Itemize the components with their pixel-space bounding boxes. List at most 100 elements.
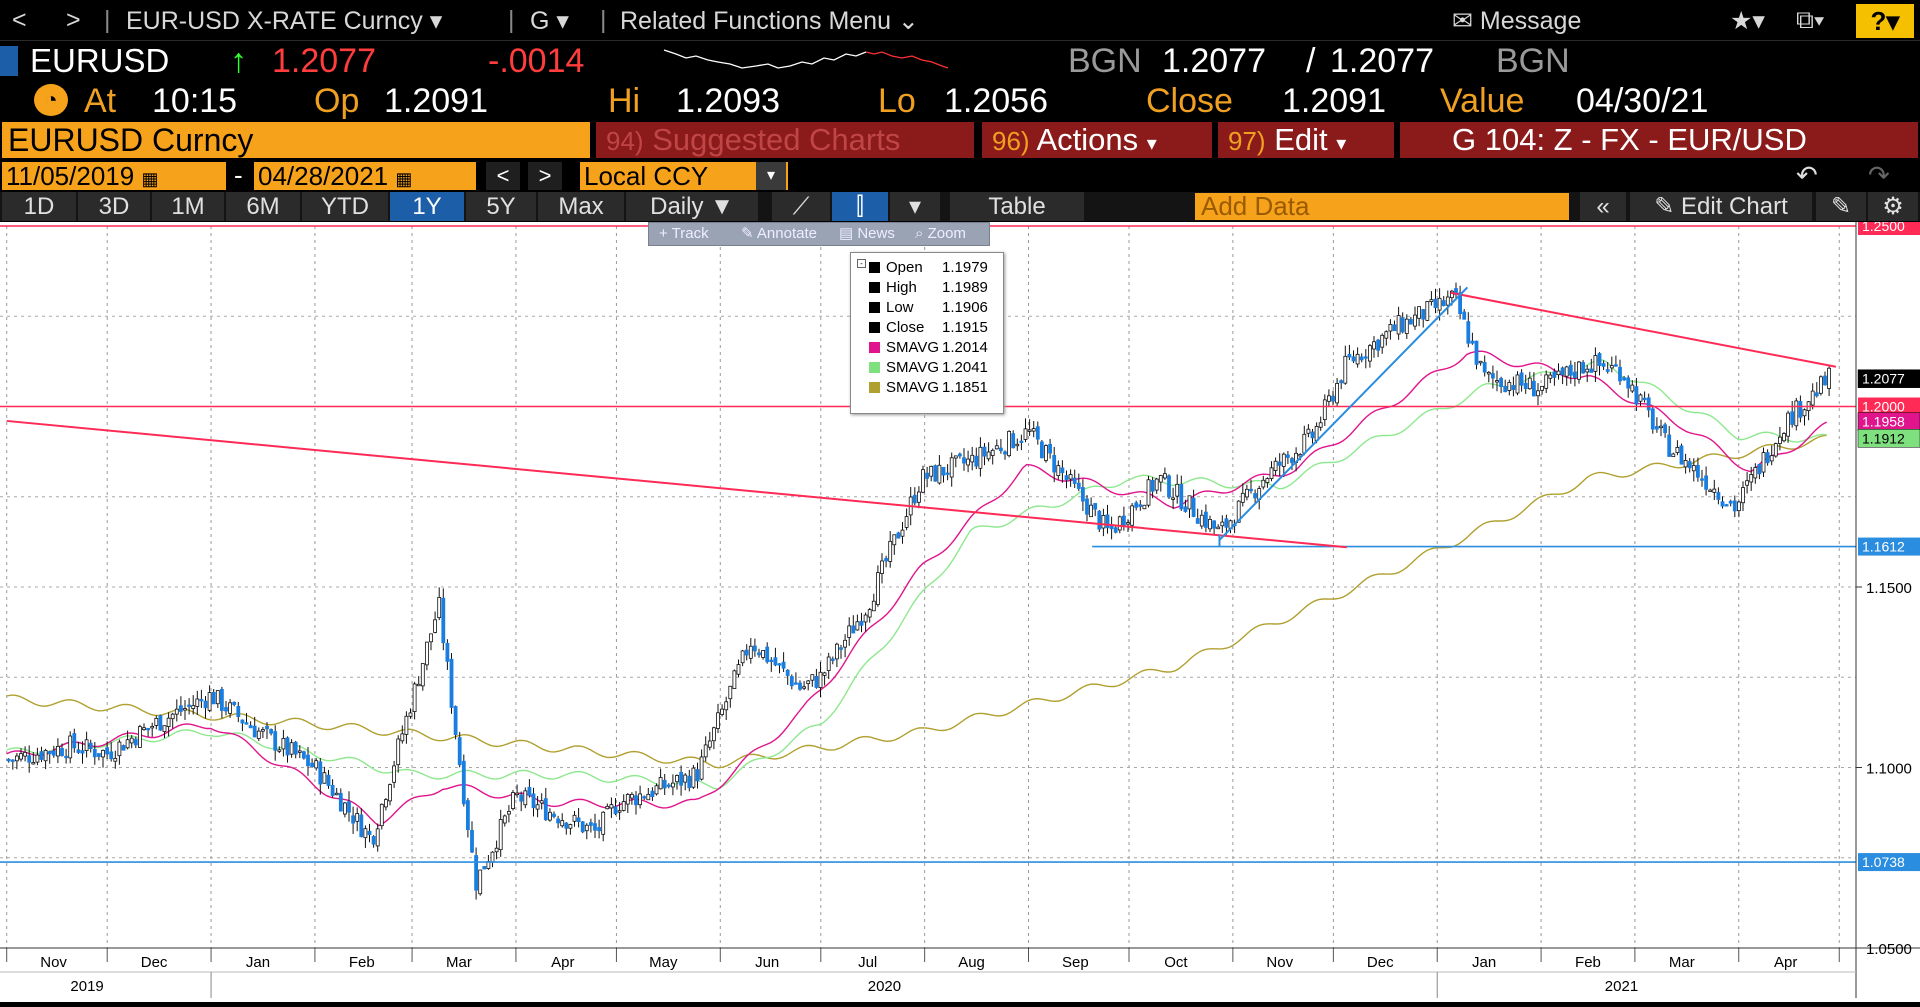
gear-icon[interactable]: ⚙: [1868, 192, 1918, 221]
range-5y-button[interactable]: 5Y: [466, 192, 536, 221]
track-button[interactable]: + Track: [659, 225, 709, 242]
candle-body: [970, 454, 975, 463]
message-button[interactable]: ✉ Message: [1452, 7, 1582, 35]
candle-body: [1195, 518, 1200, 524]
redo-icon[interactable]: ↷: [1868, 160, 1890, 190]
start-date-field[interactable]: 11/05/2019 ▦: [2, 162, 226, 190]
currency-dropdown[interactable]: Local CCY: [580, 162, 788, 190]
currency-chevron-down-icon[interactable]: ▾: [756, 162, 786, 190]
candle-body: [494, 847, 499, 853]
legend-collapse-icon[interactable]: -: [857, 259, 866, 268]
candle-body: [531, 793, 536, 809]
candle-body: [1318, 422, 1323, 428]
forward-button[interactable]: >: [66, 6, 81, 34]
related-functions-menu[interactable]: Related Functions Menu ⌄: [620, 7, 919, 35]
candle-body: [1445, 296, 1450, 306]
back-button[interactable]: <: [12, 6, 27, 34]
range-1y-button[interactable]: 1Y: [390, 192, 464, 221]
candle-body: [224, 707, 228, 712]
candle-body: [1339, 380, 1344, 384]
candle-body: [1081, 487, 1085, 502]
candle-body: [773, 657, 778, 666]
edit-button[interactable]: 97) Edit ▾: [1218, 122, 1394, 158]
security-menu[interactable]: EUR-USD X-RATE Curncy ▾: [126, 7, 443, 35]
range-max-button[interactable]: Max: [538, 192, 624, 221]
candle-body: [1441, 300, 1446, 307]
candle-body: [806, 680, 811, 684]
candle-body: [420, 663, 425, 687]
candle-body: [609, 804, 614, 809]
collapse-icon[interactable]: «: [1580, 192, 1626, 221]
help-button[interactable]: ?▾: [1856, 4, 1914, 38]
previous-period-button[interactable]: <: [486, 162, 520, 190]
range-ytd-button[interactable]: YTD: [302, 192, 388, 221]
range-3d-button[interactable]: 3D: [78, 192, 150, 221]
candle-body: [912, 494, 917, 504]
calendar-icon[interactable]: ▦: [395, 169, 413, 189]
candle-body: [1290, 458, 1294, 464]
candle-body: [1720, 501, 1725, 507]
favorites-star-icon[interactable]: ★▾: [1730, 7, 1765, 35]
end-date-field[interactable]: 04/28/2021 ▦: [254, 162, 476, 190]
candle-body: [1060, 467, 1065, 474]
candle-body: [556, 818, 561, 824]
actions-button[interactable]: 96) Actions ▾: [982, 122, 1212, 158]
next-period-button[interactable]: >: [528, 162, 562, 190]
zoom-button[interactable]: ⌕ Zoom: [915, 225, 966, 242]
candle-body: [1675, 447, 1680, 453]
legend-row: Open 1.1979: [869, 259, 988, 276]
add-data-field[interactable]: Add Data: [1195, 193, 1569, 220]
legend-value: 1.1979: [942, 259, 988, 276]
candle-body: [1638, 394, 1643, 402]
candle-body: [1199, 514, 1204, 527]
table-button[interactable]: Table: [950, 192, 1084, 221]
edit-layout-icon[interactable]: ✎: [1816, 192, 1866, 221]
window-icon[interactable]: ⧉▾: [1796, 6, 1825, 34]
annotate-button[interactable]: ✎ Annotate: [741, 225, 817, 242]
range-6m-button[interactable]: 6M: [226, 192, 300, 221]
candle-body: [929, 465, 934, 477]
suggested-charts-button[interactable]: 94) Suggested Charts: [596, 122, 974, 158]
candle-body: [97, 753, 101, 757]
candle-body: [252, 725, 257, 738]
function-menu[interactable]: G ▾: [530, 7, 569, 35]
candle-body: [1044, 445, 1048, 461]
x-month-label: Sep: [1062, 954, 1089, 971]
candle-body: [1220, 521, 1225, 527]
undo-icon[interactable]: ↶: [1796, 160, 1818, 190]
range-1m-button[interactable]: 1M: [152, 192, 224, 221]
frequency-dropdown[interactable]: Daily ▼: [626, 192, 758, 221]
candlestick-icon[interactable]: ⫿: [832, 192, 888, 221]
candle-body: [1179, 484, 1184, 510]
candle-body: [986, 451, 991, 460]
candle-body: [277, 749, 282, 752]
candle-body: [1507, 382, 1512, 391]
candle-body: [195, 698, 200, 707]
security-field[interactable]: EURUSD Curncy: [2, 122, 590, 158]
candle-body: [404, 715, 409, 735]
candle-body: [1462, 311, 1467, 320]
candle-body: [1368, 345, 1372, 362]
candle-body: [601, 811, 606, 835]
chart-type-chevron-down-icon[interactable]: ▾: [890, 192, 940, 221]
candle-body: [1466, 321, 1471, 344]
candle-body: [1261, 479, 1266, 488]
candle-body: [921, 469, 925, 493]
range-1d-button[interactable]: 1D: [2, 192, 76, 221]
candle-body: [1491, 373, 1495, 379]
price-chart[interactable]: 1.2500 1.2000 1.1612 1.0738 1.2077 1.1958 1.19…: [0, 217, 1920, 1002]
chart-canvas[interactable]: 1.25001.20001.16121.07381.20771.19581.19…: [0, 217, 1920, 1002]
news-button[interactable]: ▤ News: [839, 225, 895, 242]
candle-body: [1359, 356, 1364, 361]
line-chart-icon[interactable]: ⟋: [772, 192, 830, 221]
candle-body: [1249, 488, 1253, 492]
ticker: EURUSD: [30, 42, 170, 79]
edit-chart-button[interactable]: ✎ Edit Chart: [1630, 192, 1812, 221]
envelope-icon: ✉: [1452, 7, 1473, 35]
level-tag-label: 1.0738: [1862, 854, 1905, 870]
candle-body: [392, 765, 397, 783]
candle-body: [1749, 474, 1754, 483]
calendar-icon[interactable]: ▦: [141, 169, 159, 189]
candle-body: [1269, 467, 1274, 479]
candle-body: [576, 817, 581, 823]
